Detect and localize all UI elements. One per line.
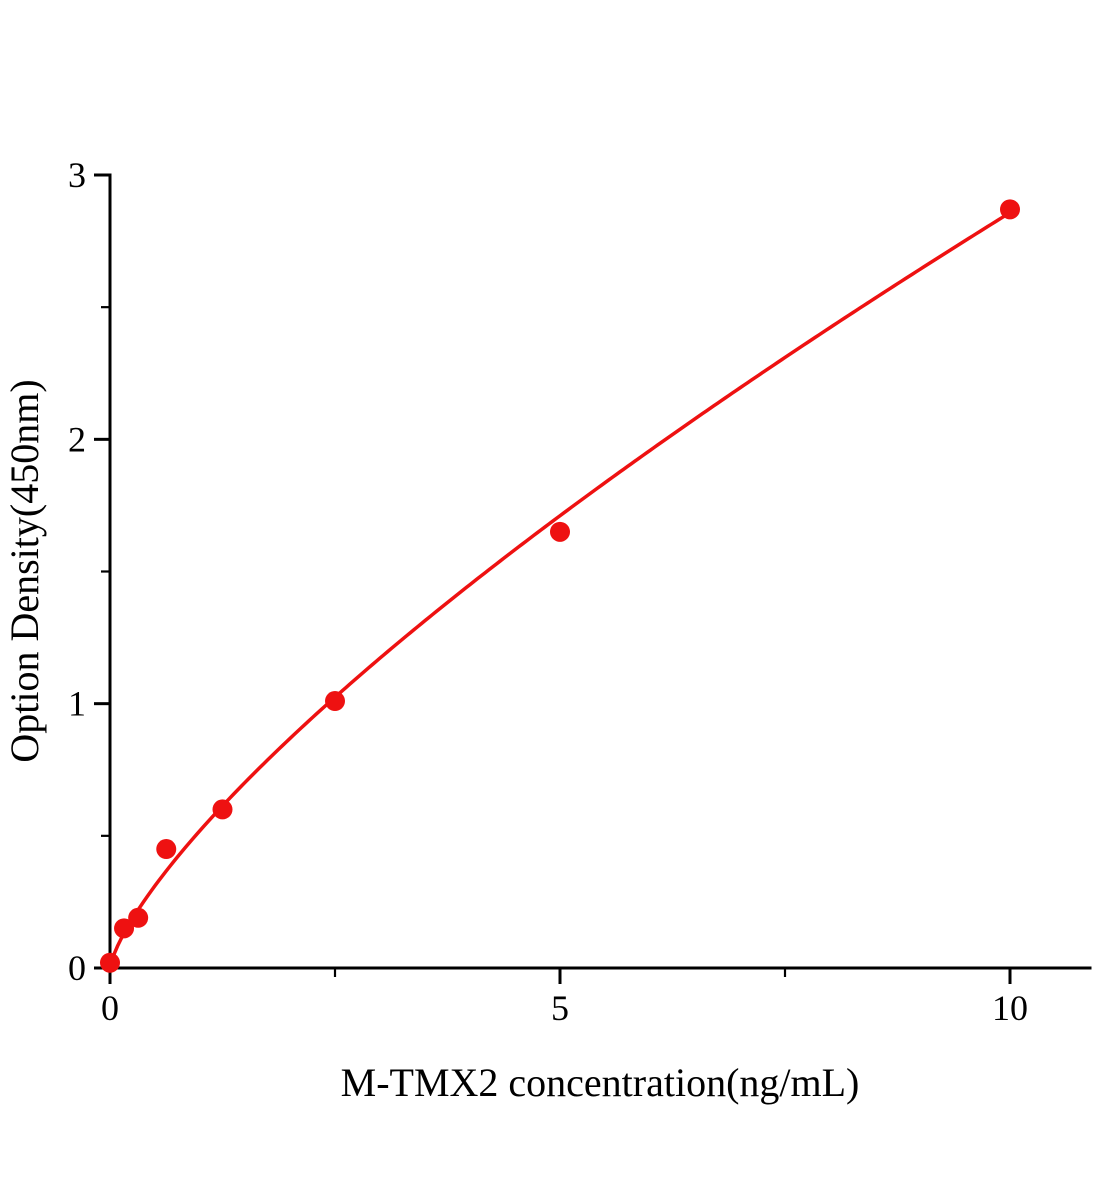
x-tick-label: 0 bbox=[101, 988, 119, 1028]
y-tick-label: 3 bbox=[68, 155, 86, 195]
data-point bbox=[325, 691, 345, 712]
data-point bbox=[550, 521, 570, 542]
y-tick-label: 0 bbox=[68, 948, 86, 988]
x-tick-label: 5 bbox=[551, 988, 569, 1028]
tick-marks bbox=[94, 173, 1012, 984]
y-tick-label: 2 bbox=[68, 419, 86, 459]
data-point bbox=[1000, 199, 1020, 220]
y-tick-label: 1 bbox=[68, 684, 86, 724]
tick-labels: 0 5 10 0 1 2 3 bbox=[68, 155, 1028, 1028]
x-tick-label: 10 bbox=[992, 988, 1028, 1028]
data-point bbox=[100, 952, 120, 973]
x-axis-label: M-TMX2 concentration(ng/mL) bbox=[341, 1060, 860, 1105]
data-point bbox=[114, 918, 135, 939]
axes bbox=[108, 173, 1092, 970]
fit-curve bbox=[108, 210, 1012, 970]
y-axis-label: Option Density(450nm) bbox=[2, 379, 47, 762]
data-points bbox=[100, 199, 1020, 973]
data-point bbox=[212, 799, 233, 820]
data-point bbox=[156, 839, 177, 860]
data-point bbox=[128, 907, 149, 928]
